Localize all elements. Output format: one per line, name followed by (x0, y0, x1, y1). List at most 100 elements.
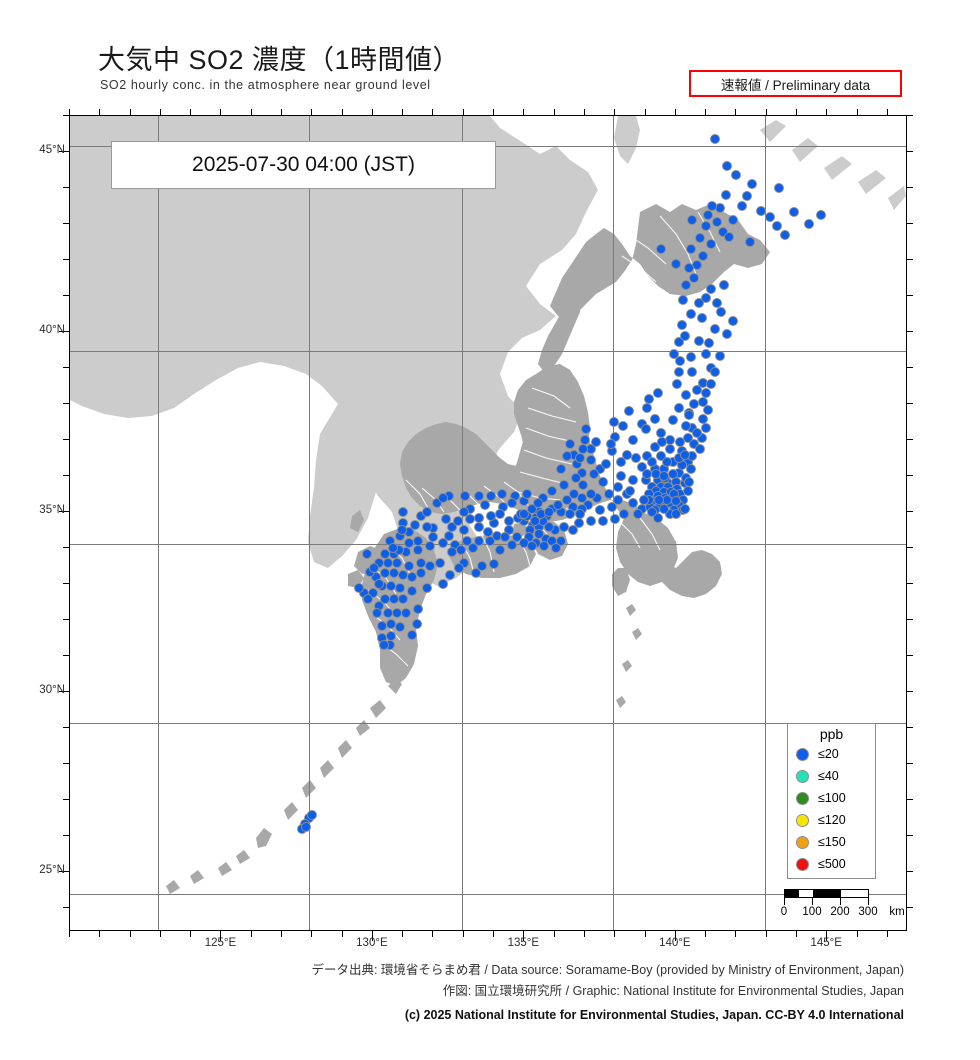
so2-station-dot[interactable] (714, 350, 725, 361)
so2-station-dot[interactable] (407, 572, 418, 583)
so2-station-dot[interactable] (687, 366, 698, 377)
so2-station-dot[interactable] (555, 463, 566, 474)
so2-station-dot[interactable] (679, 449, 690, 460)
so2-station-dot[interactable] (764, 211, 775, 222)
so2-station-dot[interactable] (681, 420, 692, 431)
so2-station-dot[interactable] (723, 231, 734, 242)
so2-station-dot[interactable] (434, 557, 445, 568)
so2-station-dot[interactable] (380, 568, 390, 579)
so2-station-dot[interactable] (616, 471, 627, 482)
so2-station-dot[interactable] (658, 503, 669, 514)
so2-station-dot[interactable] (640, 424, 651, 435)
so2-station-dot[interactable] (657, 436, 668, 447)
so2-station-dot[interactable] (661, 456, 672, 467)
so2-station-dot[interactable] (652, 388, 663, 399)
so2-station-dot[interactable] (486, 490, 497, 501)
so2-station-dot[interactable] (473, 512, 484, 523)
so2-station-dot[interactable] (363, 593, 374, 604)
so2-station-dot[interactable] (470, 568, 481, 579)
so2-station-dot[interactable] (675, 355, 686, 366)
so2-station-dot[interactable] (685, 463, 696, 474)
so2-station-dot[interactable] (688, 438, 699, 449)
so2-station-dot[interactable] (628, 474, 639, 485)
so2-station-dot[interactable] (607, 501, 618, 512)
so2-station-dot[interactable] (461, 536, 472, 546)
so2-station-dot[interactable] (422, 507, 433, 518)
so2-station-dot[interactable] (642, 402, 653, 413)
so2-station-dot[interactable] (628, 498, 639, 509)
so2-station-dot[interactable] (704, 337, 715, 348)
so2-station-dot[interactable] (581, 424, 592, 435)
so2-station-dot[interactable] (711, 298, 722, 309)
so2-station-dot[interactable] (573, 518, 584, 528)
so2-station-dot[interactable] (692, 427, 702, 438)
so2-station-dot[interactable] (720, 189, 731, 200)
so2-station-dot[interactable] (578, 480, 589, 491)
so2-station-dot[interactable] (380, 593, 390, 604)
so2-station-dot[interactable] (526, 541, 537, 552)
so2-station-dot[interactable] (710, 134, 721, 145)
so2-station-dot[interactable] (685, 309, 696, 320)
so2-station-dot[interactable] (716, 307, 727, 318)
so2-station-dot[interactable] (625, 485, 636, 496)
so2-station-dot[interactable] (617, 420, 628, 431)
so2-station-dot[interactable] (722, 328, 733, 339)
so2-station-dot[interactable] (643, 393, 654, 404)
so2-station-dot[interactable] (616, 456, 627, 467)
so2-station-dot[interactable] (816, 210, 827, 221)
so2-station-dot[interactable] (652, 512, 663, 523)
so2-station-dot[interactable] (407, 586, 418, 597)
so2-station-dot[interactable] (569, 489, 580, 500)
so2-station-dot[interactable] (788, 207, 799, 218)
so2-station-dot[interactable] (307, 809, 318, 820)
so2-station-dot[interactable] (685, 244, 696, 255)
so2-station-dot[interactable] (460, 490, 471, 501)
so2-station-dot[interactable] (458, 507, 469, 518)
so2-station-dot[interactable] (395, 622, 406, 633)
so2-station-dot[interactable] (398, 507, 409, 518)
so2-station-dot[interactable] (687, 215, 698, 226)
so2-station-dot[interactable] (613, 481, 624, 492)
so2-station-dot[interactable] (741, 190, 752, 201)
so2-station-dot[interactable] (638, 494, 649, 505)
so2-station-dot[interactable] (529, 516, 540, 527)
so2-station-dot[interactable] (407, 629, 418, 640)
so2-station-dot[interactable] (446, 521, 457, 532)
so2-station-dot[interactable] (511, 532, 522, 543)
so2-station-dot[interactable] (467, 543, 478, 554)
so2-station-dot[interactable] (576, 467, 587, 478)
so2-station-dot[interactable] (354, 582, 365, 593)
so2-station-dot[interactable] (681, 280, 692, 291)
so2-station-dot[interactable] (489, 559, 500, 570)
so2-station-dot[interactable] (495, 545, 506, 555)
so2-station-dot[interactable] (604, 489, 615, 500)
so2-station-dot[interactable] (705, 379, 716, 390)
so2-station-dot[interactable] (649, 442, 660, 453)
so2-station-dot[interactable] (589, 469, 599, 480)
so2-station-dot[interactable] (413, 604, 424, 615)
so2-station-dot[interactable] (499, 532, 510, 543)
so2-station-dot[interactable] (564, 438, 575, 449)
so2-station-dot[interactable] (772, 220, 783, 231)
so2-station-dot[interactable] (578, 444, 589, 455)
so2-station-dot[interactable] (688, 273, 699, 284)
so2-station-dot[interactable] (701, 292, 712, 303)
so2-station-dot[interactable] (561, 451, 572, 462)
so2-station-dot[interactable] (454, 563, 465, 574)
so2-station-dot[interactable] (585, 454, 596, 465)
so2-station-dot[interactable] (684, 262, 695, 273)
so2-station-dot[interactable] (378, 640, 389, 651)
so2-station-dot[interactable] (473, 536, 484, 546)
so2-station-dot[interactable] (532, 498, 543, 509)
so2-station-dot[interactable] (746, 179, 757, 190)
so2-station-dot[interactable] (696, 312, 707, 323)
so2-station-dot[interactable] (710, 323, 721, 334)
so2-station-dot[interactable] (376, 620, 387, 631)
so2-station-dot[interactable] (722, 161, 733, 172)
so2-station-dot[interactable] (695, 233, 706, 244)
so2-station-dot[interactable] (731, 170, 742, 181)
so2-station-dot[interactable] (707, 201, 718, 212)
so2-station-dot[interactable] (437, 579, 448, 590)
so2-station-dot[interactable] (369, 563, 380, 574)
so2-station-dot[interactable] (411, 618, 422, 629)
